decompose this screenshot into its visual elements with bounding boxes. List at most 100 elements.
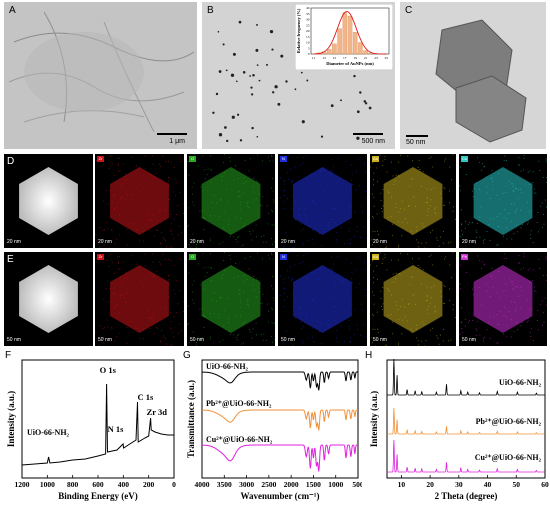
signal-speck [515,188,516,190]
signal-speck [143,219,145,221]
signal-speck [448,242,449,244]
signal-speck [492,286,494,288]
signal-speck [135,229,137,230]
signal-speck [157,328,158,329]
signal-speck [265,339,267,341]
signal-speck [119,332,121,334]
signal-speck [532,269,534,271]
signal-speck [279,197,281,199]
signal-speck [144,167,146,169]
signal-speck [250,233,252,235]
signal-speck [161,231,162,233]
signal-speck [173,336,175,338]
signal-speck [438,343,440,345]
signal-speck [223,325,225,327]
signal-speck [319,189,320,191]
signal-speck [454,317,456,318]
signal-speck [116,336,117,338]
signal-speck [103,163,105,165]
signal-speck [356,269,357,271]
signal-speck [170,321,172,323]
signal-speck [395,203,397,204]
signal-speck [284,299,285,301]
signal-speck [168,180,170,182]
element-tag: Cu [461,156,468,162]
signal-speck [102,230,104,231]
signal-speck [430,199,432,201]
signal-speck [532,280,534,282]
signal-speck [490,178,492,179]
inset-y-tick: 35 [306,12,310,16]
signal-speck [119,199,121,200]
gold-nanoparticle [266,63,268,66]
tem-a-texture [8,11,195,133]
signal-speck [432,264,434,266]
signal-speck [398,259,400,261]
signal-speck [260,302,262,304]
signal-speck [248,170,250,172]
gold-nanoparticle [230,73,235,77]
signal-speck [530,230,532,232]
signal-speck [111,230,113,232]
gold-nanoparticle [255,48,259,52]
signal-speck [119,297,121,298]
signal-speck [125,193,127,195]
signal-speck [239,191,241,193]
signal-speck [459,333,461,335]
signal-speck [250,256,251,258]
signal-speck [540,303,542,305]
signal-speck [349,243,351,245]
signal-speck [514,203,516,205]
signal-speck [287,270,288,272]
signal-speck [269,258,271,260]
signal-speck [340,210,342,212]
signal-speck [379,252,381,254]
signal-speck [314,272,316,273]
signal-speck [546,181,547,183]
signal-speck [377,230,378,232]
signal-speck [466,272,468,273]
signal-speck [246,181,247,183]
signal-speck [139,212,141,214]
signal-speck [374,231,376,232]
x-axis-label: 2 Theta (degree) [435,491,498,501]
signal-speck [333,165,334,167]
signal-speck [140,281,141,283]
signal-speck [484,336,486,338]
signal-speck [222,339,224,341]
element-distribution [473,265,533,333]
signal-speck [538,160,540,162]
signal-speck [461,209,462,211]
signal-speck [390,314,392,315]
signal-speck [192,201,194,203]
signal-speck [256,278,258,280]
signal-speck [288,179,290,180]
signal-speck [105,288,107,289]
signal-speck [125,271,127,273]
signal-speck [114,242,116,244]
signal-speck [298,307,300,309]
signal-speck [321,205,323,207]
signal-speck [384,254,386,256]
signal-speck [461,223,463,225]
signal-speck [319,233,321,234]
signal-speck [204,177,206,179]
signal-speck [151,253,153,255]
signal-speck [223,212,225,214]
signal-speck [228,224,230,226]
signal-speck [382,287,384,288]
signal-speck [210,168,212,170]
signal-speck [381,211,383,212]
element-tag: O [189,254,196,260]
signal-speck [221,277,223,279]
signal-speck [518,164,520,166]
signal-speck [180,259,182,260]
signal-speck [386,344,387,346]
signal-speck [505,290,507,291]
histogram-bar [342,12,348,55]
signal-speck [528,309,530,311]
signal-speck [103,244,105,246]
signal-speck [461,328,463,330]
signal-speck [398,246,399,248]
signal-speck [228,156,230,158]
